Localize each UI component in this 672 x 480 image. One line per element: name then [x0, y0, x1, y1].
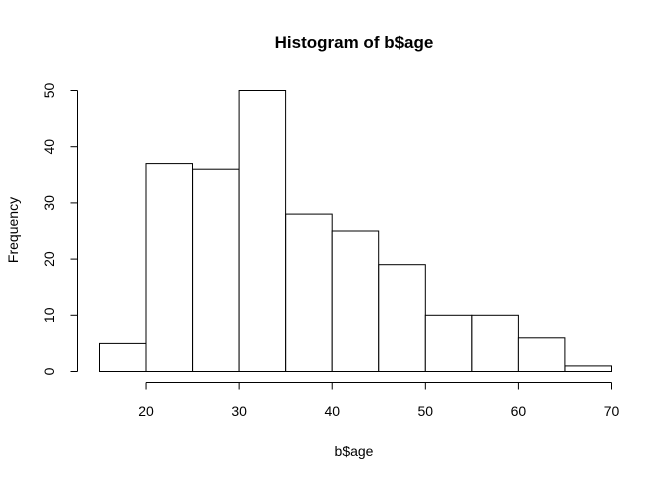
x-tick-label: 60 — [511, 403, 527, 419]
x-tick-label: 70 — [604, 403, 620, 419]
x-axis-label: b$age — [335, 443, 374, 459]
histogram-bar — [517, 337, 566, 372]
x-tick-label: 40 — [324, 403, 340, 419]
histogram-bar — [424, 314, 473, 372]
histogram-bar — [331, 230, 380, 372]
histogram-bar — [564, 365, 612, 372]
chart-title: Histogram of b$age — [275, 33, 434, 52]
histogram-bar — [192, 168, 240, 372]
y-tick-label: 10 — [41, 307, 57, 323]
y-tick-label: 30 — [41, 195, 57, 211]
x-tick-label: 50 — [418, 403, 434, 419]
y-tick-label: 20 — [41, 251, 57, 267]
x-axis: 20 30 40 50 60 70 — [138, 382, 620, 419]
histogram-bar — [238, 90, 287, 372]
y-axis-label: Frequency — [5, 197, 21, 263]
y-tick-label: 40 — [41, 139, 57, 155]
histogram-bar — [285, 213, 333, 372]
histogram-bar — [378, 264, 426, 373]
y-tick-label: 0 — [41, 367, 57, 375]
x-tick-label: 20 — [138, 403, 154, 419]
y-axis: 0 10 20 30 40 50 — [41, 83, 78, 375]
histogram-bar — [99, 342, 147, 372]
histogram-bar — [471, 314, 519, 372]
histogram-bar — [145, 163, 193, 372]
y-tick-label: 50 — [41, 83, 57, 99]
histogram-bars — [99, 90, 612, 373]
x-tick-label: 30 — [231, 403, 247, 419]
